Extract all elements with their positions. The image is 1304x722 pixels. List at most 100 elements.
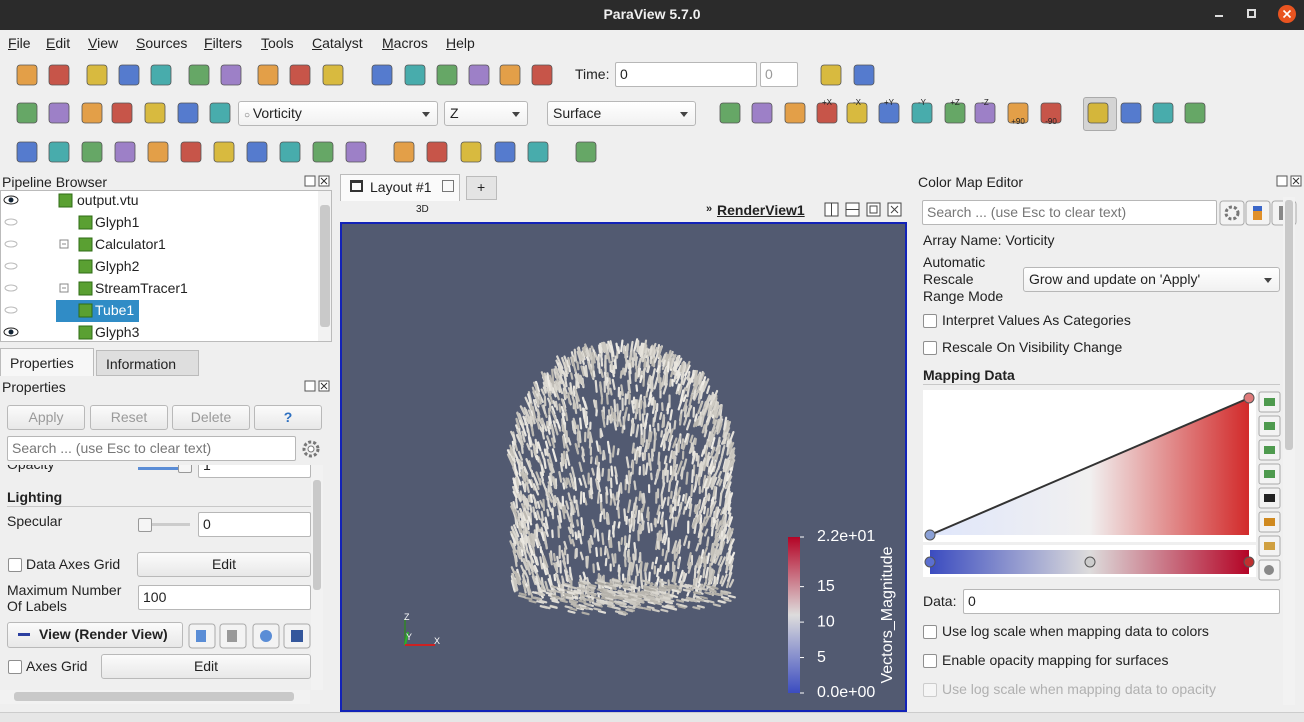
menu-item[interactable]: Catalyst <box>312 35 363 51</box>
toolbar-icon[interactable] <box>48 64 70 86</box>
toolbar-icon[interactable] <box>48 141 70 163</box>
maximize-button[interactable] <box>1247 9 1256 18</box>
toolbar-icon[interactable] <box>820 64 842 86</box>
time-step-input[interactable]: 0 <box>760 62 798 87</box>
menu-item[interactable]: Sources <box>136 35 188 51</box>
toolbar-icon[interactable] <box>784 102 806 124</box>
search-input[interactable]: Search ... (use Esc to clear text) <box>7 436 296 461</box>
toolbar-icon[interactable] <box>147 141 169 163</box>
toolbar-icon[interactable] <box>974 102 996 124</box>
menu-item[interactable]: File <box>8 35 31 51</box>
toolbar-icon[interactable] <box>719 102 741 124</box>
toolbar-icon[interactable] <box>460 141 482 163</box>
toolbar-icon[interactable] <box>188 64 210 86</box>
checkbox[interactable] <box>8 660 22 674</box>
toolbar-icon[interactable] <box>257 64 279 86</box>
float-button[interactable] <box>304 175 316 187</box>
toolbar-icon[interactable] <box>220 64 242 86</box>
toolbar-icon[interactable] <box>289 64 311 86</box>
tab-label[interactable]: Properties <box>10 355 74 371</box>
checkbox[interactable] <box>923 654 937 668</box>
help-button[interactable]: ? <box>254 405 322 430</box>
toolbar-icon[interactable] <box>1040 102 1062 124</box>
reset-button[interactable]: Reset <box>90 405 168 430</box>
menu-item[interactable]: Filters <box>204 35 243 51</box>
toolbar-icon[interactable] <box>436 64 458 86</box>
time-input[interactable]: 0 <box>615 62 757 87</box>
toolbar-icon[interactable] <box>279 141 301 163</box>
tab-label[interactable]: Information <box>106 356 177 372</box>
delete-button[interactable]: Delete <box>172 405 250 430</box>
menu-item[interactable]: Macros <box>382 35 428 51</box>
checkbox[interactable] <box>923 314 937 328</box>
array-combo[interactable]: ○ Vorticity <box>238 101 438 126</box>
toolbar-icon[interactable] <box>911 102 933 124</box>
toolbar-icon[interactable] <box>751 102 773 124</box>
toolbar-icon[interactable] <box>1087 102 1109 124</box>
toolbar-icon[interactable] <box>575 141 597 163</box>
toolbar-icon[interactable] <box>86 64 108 86</box>
toolbar-icon[interactable] <box>499 64 521 86</box>
component-combo[interactable]: Z <box>444 101 528 126</box>
checkbox[interactable] <box>923 341 937 355</box>
toolbar-icon[interactable] <box>531 64 553 86</box>
toolbar-icon[interactable] <box>393 141 415 163</box>
float-button[interactable] <box>304 380 316 392</box>
toolbar-icon[interactable] <box>944 102 966 124</box>
toolbar-icon[interactable] <box>312 141 334 163</box>
edit-button[interactable]: Edit <box>101 654 311 679</box>
toolbar-icon[interactable] <box>468 64 490 86</box>
toolbar-icon[interactable] <box>209 102 231 124</box>
toolbar-icon[interactable] <box>246 141 268 163</box>
toolbar-icon[interactable] <box>322 64 344 86</box>
view-name[interactable]: RenderView1 <box>717 202 805 218</box>
opacity-input[interactable]: 1 <box>198 465 311 478</box>
toolbar-icon[interactable] <box>371 64 393 86</box>
checkbox[interactable] <box>923 625 937 639</box>
pipeline-item[interactable]: Calculator1 <box>95 236 166 252</box>
apply-button[interactable]: Apply <box>7 405 85 430</box>
toolbar-icon[interactable] <box>527 141 549 163</box>
layout-tab-label[interactable]: Layout #1 <box>370 179 432 195</box>
toolbar-icon[interactable] <box>1120 102 1142 124</box>
toolbar-icon[interactable] <box>81 102 103 124</box>
toolbar-icon[interactable] <box>1152 102 1174 124</box>
toolbar-icon[interactable] <box>16 64 38 86</box>
toolbar-icon[interactable] <box>1007 102 1029 124</box>
menu-item[interactable]: Help <box>446 35 475 51</box>
toolbar-icon[interactable] <box>48 102 70 124</box>
toolbar-icon[interactable] <box>878 102 900 124</box>
representation-combo[interactable]: Surface <box>547 101 696 126</box>
toolbar-icon[interactable] <box>81 141 103 163</box>
pipeline-item[interactable]: Tube1 <box>95 302 135 318</box>
settings-button[interactable] <box>300 438 322 460</box>
max-labels-input[interactable]: 100 <box>138 585 311 610</box>
checkbox[interactable] <box>923 683 937 697</box>
toolbar-icon[interactable] <box>494 141 516 163</box>
checkbox[interactable] <box>8 558 22 572</box>
tab-close[interactable] <box>442 180 454 192</box>
toolbar-icon[interactable] <box>111 102 133 124</box>
float-button[interactable] <box>1276 175 1288 187</box>
menu-item[interactable]: Tools <box>261 35 294 51</box>
pipeline-item[interactable]: Glyph2 <box>95 258 140 274</box>
toolbar-icon[interactable] <box>180 141 202 163</box>
toolbar-icon[interactable] <box>118 64 140 86</box>
add-tab-button[interactable] <box>466 176 497 200</box>
menu-item[interactable]: View <box>88 35 119 51</box>
toolbar-icon[interactable] <box>16 102 38 124</box>
toolbar-icon[interactable] <box>426 141 448 163</box>
toolbar-icon[interactable] <box>404 64 426 86</box>
specular-input[interactable]: 0 <box>198 512 311 537</box>
pipeline-item[interactable]: output.vtu <box>77 192 139 208</box>
toolbar-icon[interactable] <box>150 64 172 86</box>
rescale-combo[interactable]: Grow and update on 'Apply' <box>1023 267 1280 292</box>
minimize-button[interactable] <box>1215 15 1223 17</box>
toolbar-icon[interactable] <box>816 102 838 124</box>
toolbar-icon[interactable] <box>114 141 136 163</box>
pipeline-item[interactable]: Glyph3 <box>95 324 140 340</box>
toolbar-icon[interactable] <box>853 64 875 86</box>
data-input[interactable]: 0 <box>963 589 1280 614</box>
toolbar-icon[interactable] <box>846 102 868 124</box>
toolbar-icon[interactable] <box>177 102 199 124</box>
